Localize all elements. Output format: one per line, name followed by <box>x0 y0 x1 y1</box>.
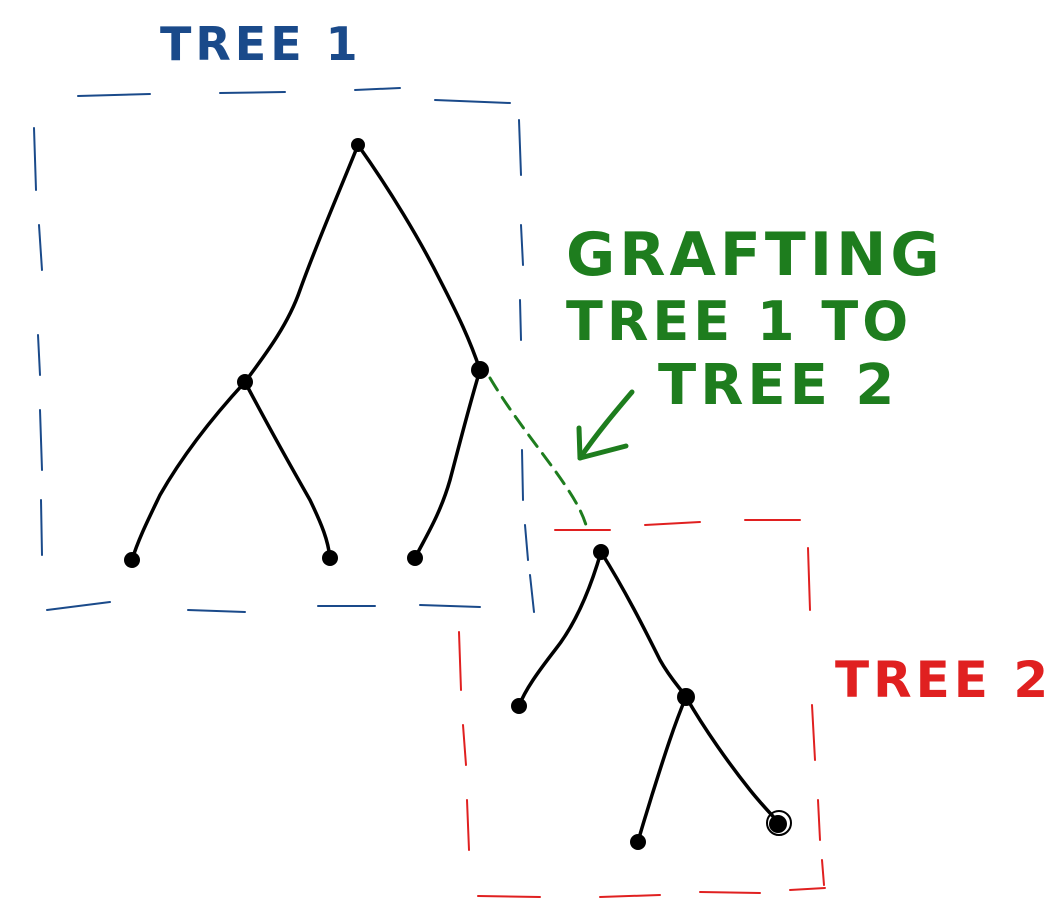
grafting-label-line3: TREE 2 <box>658 353 898 418</box>
tree2-root-node <box>593 544 609 560</box>
tree2-edge-mid-leaf2 <box>684 695 780 824</box>
tree1-edges <box>130 143 482 562</box>
tree1-leaf-node-3 <box>407 550 423 566</box>
tree2-box <box>458 519 826 898</box>
tree2-leaf-node-3 <box>769 815 787 833</box>
tree2-edge-root-right <box>599 550 688 699</box>
tree2-leaf-node-2 <box>630 834 646 850</box>
tree2-edge-root-left <box>517 550 603 708</box>
grafting-label-line1: GRAFTING <box>566 220 944 290</box>
tree1-edge-left-leaf2 <box>243 380 332 560</box>
tree2-edge-mid-leaf1 <box>636 695 688 844</box>
grafting-label-line2: TREE 1 TO <box>566 290 912 353</box>
tree1-left-node <box>237 374 253 390</box>
tree1-label: TREE 1 <box>160 17 362 71</box>
tree1-edge-root-right <box>356 143 482 372</box>
tree2-edges <box>517 550 780 844</box>
tree2-leaf-node-1 <box>511 698 527 714</box>
tree2-label: TREE 2 <box>835 651 1052 709</box>
tree1-edge-right-leaf3 <box>413 368 482 560</box>
tree1-edge-root-left <box>243 143 360 384</box>
tree1-leaf-node-1 <box>124 552 140 568</box>
tree1-nodes <box>124 138 489 568</box>
tree1-right-node <box>471 361 489 379</box>
tree1-leaf-node-2 <box>322 550 338 566</box>
tree2-mid-node <box>677 688 695 706</box>
tree1-root-node <box>351 138 365 152</box>
arrow-down-left-icon <box>576 389 635 461</box>
tree2-leaf-node-3-ring <box>766 810 792 836</box>
tree1-box <box>33 87 535 613</box>
tree2-nodes <box>511 544 787 850</box>
tree1-edge-left-leaf1 <box>130 380 247 562</box>
graft-connection <box>488 376 588 527</box>
